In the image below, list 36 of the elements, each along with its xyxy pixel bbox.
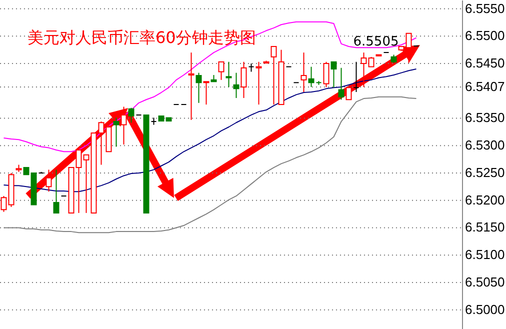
y-tick-label: 6.5407 — [465, 79, 505, 94]
candlestick — [218, 61, 224, 80]
y-tick-label: 6.5100 — [465, 247, 505, 262]
candlestick — [240, 61, 247, 98]
candlestick — [323, 61, 330, 88]
y-tick-label: 6.5550 — [465, 0, 505, 16]
y-tick-label: 6.5350 — [465, 110, 505, 126]
y-tick-label: 6.5500 — [465, 28, 505, 44]
candlestick — [233, 72, 240, 98]
candlestick — [330, 61, 337, 88]
y-tick-label: 6.5050 — [465, 274, 505, 290]
candlestick — [203, 81, 210, 106]
candlestick — [150, 117, 157, 126]
y-tick-label: 6.5200 — [465, 192, 505, 208]
annotation: 6.5505 — [353, 34, 399, 50]
candlestick — [196, 72, 202, 104]
candlestick — [188, 52, 194, 120]
candlestick — [113, 117, 120, 148]
candlestick — [46, 169, 52, 192]
candlestick — [256, 61, 262, 106]
y-tick-label: 6.5450 — [465, 56, 505, 70]
candlestick — [353, 61, 360, 92]
candlestick — [270, 46, 277, 106]
line-series — [3, 68, 417, 192]
candlestick — [300, 52, 307, 92]
candlestick — [338, 67, 344, 100]
y-tick-label: 6.5250 — [465, 164, 505, 180]
y-tick-label: 6.5150 — [465, 220, 505, 235]
y-tick-label: 6.5000 — [465, 302, 505, 317]
candlestick — [128, 107, 134, 124]
candlestick — [346, 87, 352, 100]
candlestick — [120, 106, 127, 146]
candlestick — [53, 169, 60, 214]
candlestick — [308, 66, 314, 88]
y-tick-label: 6.5300 — [465, 138, 505, 153]
candlestick — [226, 61, 232, 88]
